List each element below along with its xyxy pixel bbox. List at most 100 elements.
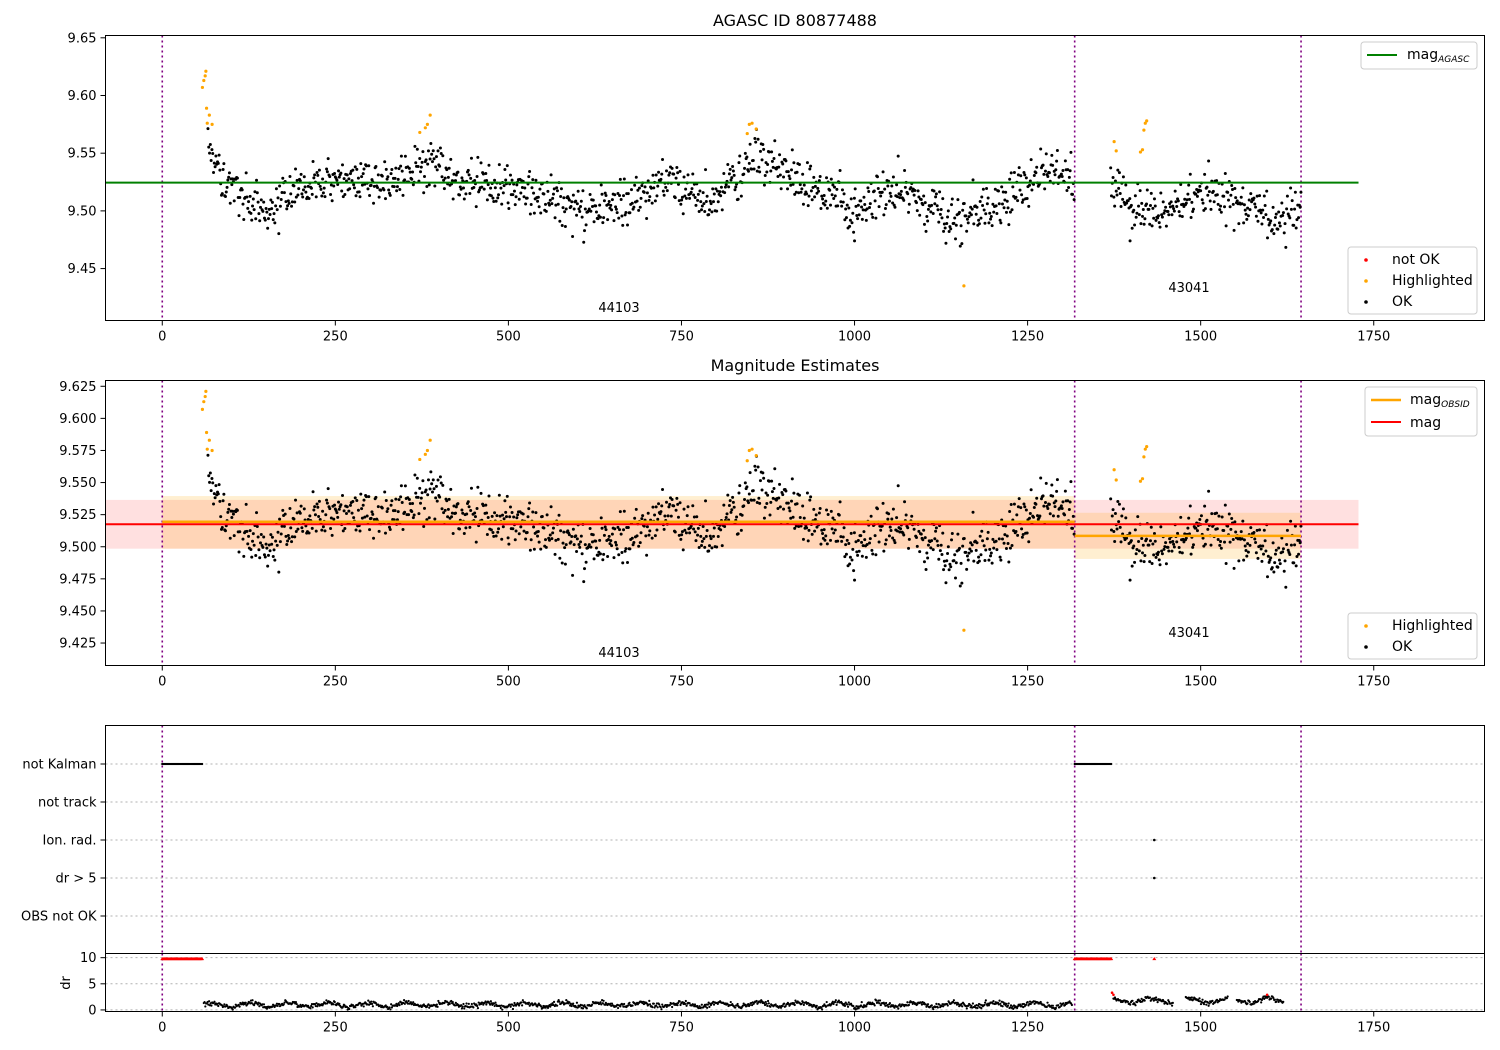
ok-point (264, 542, 268, 546)
ok-point (1294, 226, 1298, 230)
ok-point (930, 539, 934, 543)
ok-point (672, 504, 676, 508)
dr-point (1028, 1002, 1031, 1006)
ok-point (684, 196, 688, 200)
ok-point (1235, 199, 1239, 203)
dr-point (348, 1007, 351, 1011)
ok-point (915, 544, 919, 548)
ok-point (1277, 558, 1281, 562)
ok-point (467, 173, 471, 177)
ok-point (873, 199, 877, 203)
ok-point (848, 224, 852, 228)
ok-point (702, 202, 706, 206)
ok-point (916, 189, 920, 193)
ok-point (288, 175, 292, 179)
dr-point (898, 1003, 901, 1006)
ok-point (604, 528, 608, 532)
ok-point (702, 537, 706, 541)
ok-point (426, 478, 430, 482)
ok-point (704, 499, 708, 503)
legend-label-ok: OK (1392, 294, 1413, 310)
ok-point (662, 527, 666, 531)
ok-point (278, 204, 282, 208)
ok-point (1128, 578, 1132, 582)
ok-point (646, 179, 650, 183)
ok-point (306, 184, 310, 188)
ok-point (563, 224, 567, 228)
ok-point (318, 518, 322, 522)
dr-point (295, 1003, 298, 1006)
ok-point (812, 175, 816, 179)
ok-point (684, 531, 688, 535)
ok-point (445, 168, 449, 172)
ok-point (545, 513, 549, 517)
ok-point (776, 175, 780, 179)
ok-point (258, 541, 262, 545)
ok-point (1200, 198, 1204, 202)
ok-point (1138, 189, 1142, 193)
ok-point (571, 235, 575, 239)
ok-point (985, 187, 989, 191)
x-tick-label: 1250 (1011, 1021, 1044, 1036)
ok-point (1140, 536, 1144, 540)
ok-point (860, 540, 864, 544)
ok-point (1179, 182, 1183, 186)
ok-point (286, 539, 290, 543)
ok-point (883, 206, 887, 210)
ok-point (434, 484, 438, 488)
ok-point (1017, 166, 1021, 170)
ok-point (606, 554, 610, 558)
ok-point (915, 209, 919, 213)
ok-point (704, 200, 708, 204)
ok-point (1032, 505, 1036, 509)
ok-point (708, 199, 712, 203)
ok-point (516, 513, 520, 517)
dr-point (409, 1001, 413, 1004)
ok-point (954, 576, 958, 580)
ok-point (341, 529, 345, 533)
ok-point (1263, 203, 1267, 207)
ok-point (659, 510, 663, 514)
top-panel-axes: 0 250 500 750 1000 1250 1500 17509.459.509.559.… (68, 31, 1391, 344)
ok-point (399, 495, 403, 499)
ok-point (716, 535, 720, 539)
ok-point (230, 183, 234, 187)
ok-point (1212, 200, 1216, 204)
ok-point (676, 171, 680, 175)
ok-point (1109, 528, 1113, 532)
ok-point (317, 499, 321, 503)
ok-point (299, 172, 303, 176)
ok-point (1261, 544, 1265, 548)
ok-point (1198, 184, 1202, 188)
ok-point (799, 190, 803, 194)
ok-point (889, 529, 893, 533)
dr-point (1039, 1000, 1042, 1004)
ok-point (757, 496, 761, 500)
dr-point (693, 1003, 697, 1006)
ok-point (502, 184, 506, 188)
ok-point (290, 200, 294, 204)
ok-point (489, 186, 493, 190)
ok-point (982, 544, 986, 548)
ok-point (952, 221, 956, 225)
ok-point (410, 510, 414, 514)
ok-point (403, 510, 407, 514)
dr-point (983, 1003, 986, 1007)
ok-point (297, 187, 301, 191)
ok-point (468, 525, 472, 529)
ok-point (647, 198, 651, 202)
ok-point (852, 569, 856, 573)
ok-point (1180, 551, 1184, 555)
dr-point (370, 1002, 374, 1005)
ok-point (220, 192, 224, 196)
ok-point (807, 528, 811, 532)
ok-point (801, 172, 805, 176)
ok-point (1069, 480, 1073, 484)
ok-point (1149, 191, 1153, 195)
ok-point (430, 482, 434, 486)
dr-point (626, 1004, 630, 1007)
middle-panel-marks (105, 380, 1359, 666)
ok-point (529, 538, 533, 542)
ok-point (1283, 222, 1287, 226)
